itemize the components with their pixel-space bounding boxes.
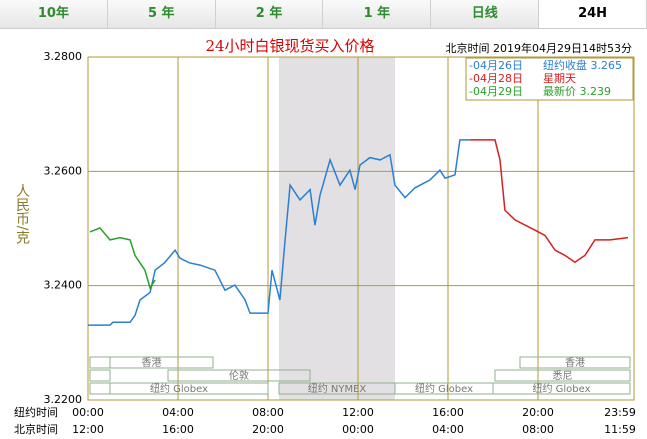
chart-title: 24小时白银现货买入价格 — [205, 37, 374, 55]
x-tick-label: 16:00 — [432, 406, 464, 419]
session-bar — [494, 369, 631, 382]
x2-tick-label: 12:00 — [72, 423, 104, 436]
x2-tick-label: 00:00 — [342, 423, 374, 436]
session-label: 悉尼 — [553, 370, 573, 382]
series-line — [470, 139, 629, 264]
x2-tick-label: 16:00 — [162, 423, 194, 436]
session-label: 纽约 NYMEX — [308, 382, 367, 395]
x2-tick-label: 20:00 — [252, 423, 284, 436]
session-bar — [89, 382, 269, 395]
legend-note: 最新价 3.239 — [543, 84, 611, 98]
session-bar — [89, 356, 214, 369]
nymex-band — [279, 57, 395, 400]
x-tick-label: 12:00 — [342, 406, 374, 419]
tab[interactable]: 1 年 — [323, 0, 432, 28]
session-label: 纽约 Globex — [150, 382, 208, 395]
y-tick-label: 3.2400 — [44, 279, 83, 292]
x-tick-label: 00:00 — [72, 406, 104, 419]
session-bar — [519, 356, 631, 369]
tab[interactable]: 2 年 — [215, 0, 324, 28]
legend-name: -04月26日 — [469, 59, 523, 72]
legend-note: 星期天 — [543, 72, 576, 85]
x2-tick-label: 11:59 — [604, 423, 636, 436]
tab[interactable]: 10年 — [0, 0, 108, 28]
legend-box — [465, 57, 634, 101]
y-tick-label: 3.2200 — [44, 393, 83, 406]
session-label: 香港 — [142, 357, 162, 369]
session-row-marker — [89, 369, 111, 382]
timestamp: 北京时间 2019年04月29日14时53分 — [446, 41, 632, 55]
session-bar — [492, 382, 631, 395]
x-tick-label: 20:00 — [522, 406, 554, 419]
x-tick-label: 23:59 — [604, 406, 636, 419]
session-label: 香港 — [565, 357, 585, 369]
tab[interactable]: 5 年 — [107, 0, 216, 28]
series-line — [89, 227, 156, 290]
session-label: 伦敦 — [229, 369, 249, 382]
tab[interactable]: 24H — [539, 0, 647, 28]
x-axis-label: 纽约时间 — [14, 405, 58, 419]
session-label: 纽约 Globex — [532, 382, 590, 395]
y-tick-label: 3.2800 — [44, 50, 83, 63]
legend-note: 纽约收盘 3.265 — [543, 58, 622, 72]
y-tick-label: 3.2600 — [44, 164, 83, 177]
session-bar — [167, 369, 311, 382]
legend-name: -04月29日 — [469, 85, 523, 98]
series-line — [88, 139, 471, 326]
tab[interactable]: 日线 — [431, 0, 540, 28]
chart: 24小时白银现货买入价格 北京时间 2019年04月29日14时53分 人民币/… — [14, 37, 636, 436]
x2-tick-label: 08:00 — [522, 423, 554, 436]
y-axis-label: 人民币/克 — [14, 184, 30, 246]
legend-name: -04月28日 — [469, 72, 523, 85]
x2-axis-label: 北京时间 — [14, 422, 58, 436]
session-label: 纽约 Globex — [415, 382, 473, 395]
x2-tick-label: 04:00 — [432, 423, 464, 436]
x-tick-label: 04:00 — [162, 406, 194, 419]
x-tick-label: 08:00 — [252, 406, 284, 419]
